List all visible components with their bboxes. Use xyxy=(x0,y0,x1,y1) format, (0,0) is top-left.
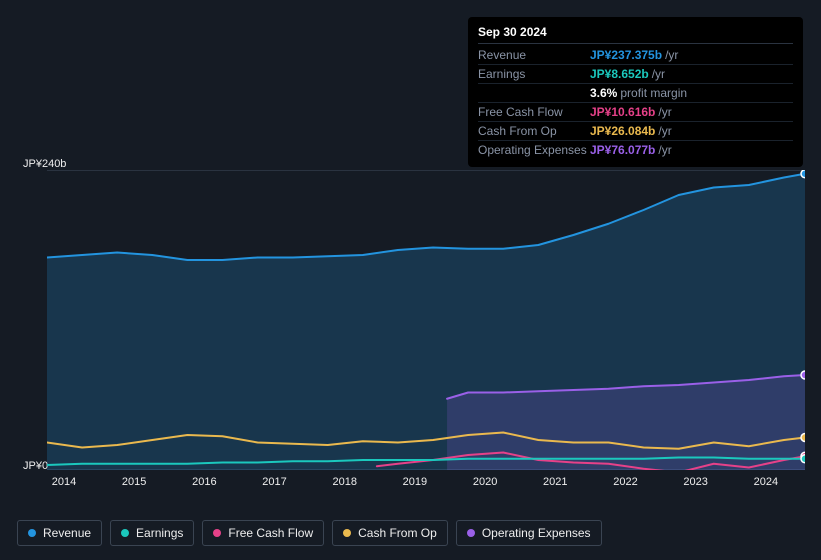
tooltip-row-label: Operating Expenses xyxy=(478,143,590,157)
x-axis-tick: 2021 xyxy=(520,476,590,488)
legend-item-cash-from-op[interactable]: Cash From Op xyxy=(332,520,448,546)
x-axis-tick: 2024 xyxy=(731,476,801,488)
tooltip-row: Free Cash FlowJP¥10.616b/yr xyxy=(478,103,793,122)
legend-item-revenue[interactable]: Revenue xyxy=(17,520,102,546)
tooltip-row-value: JP¥8.652b xyxy=(590,67,649,81)
tooltip-row-suffix: profit margin xyxy=(620,86,687,100)
x-axis-tick: 2017 xyxy=(239,476,309,488)
tooltip-row-value: JP¥237.375b xyxy=(590,48,662,62)
legend-swatch xyxy=(343,529,351,537)
tooltip-row: EarningsJP¥8.652b/yr xyxy=(478,65,793,84)
x-axis-tick: 2016 xyxy=(169,476,239,488)
chart-legend: Revenue Earnings Free Cash Flow Cash From O… xyxy=(17,520,602,546)
tooltip-row-value: JP¥76.077b xyxy=(590,143,655,157)
tooltip-row-label: Free Cash Flow xyxy=(478,105,590,119)
legend-label: Earnings xyxy=(136,526,183,540)
x-axis-tick: 2023 xyxy=(661,476,731,488)
legend-item-free-cash-flow[interactable]: Free Cash Flow xyxy=(202,520,324,546)
tooltip-row: 3.6%profit margin xyxy=(478,84,793,103)
tooltip-row: Cash From OpJP¥26.084b/yr xyxy=(478,122,793,141)
tooltip-row-suffix: /yr xyxy=(665,48,678,62)
legend-label: Free Cash Flow xyxy=(228,526,313,540)
x-axis-tick: 2018 xyxy=(310,476,380,488)
tooltip-row-value: JP¥26.084b xyxy=(590,124,655,138)
legend-item-earnings[interactable]: Earnings xyxy=(110,520,194,546)
x-axis-tick: 2019 xyxy=(380,476,450,488)
tooltip-row: RevenueJP¥237.375b/yr xyxy=(478,46,793,65)
x-axis-tick: 2015 xyxy=(99,476,169,488)
tooltip-row-label: Earnings xyxy=(478,67,590,81)
tooltip-row-suffix: /yr xyxy=(658,105,671,119)
y-axis-max-label: JP¥240b xyxy=(23,158,66,170)
legend-swatch xyxy=(28,529,36,537)
tooltip-row-suffix: /yr xyxy=(658,124,671,138)
legend-label: Revenue xyxy=(43,526,91,540)
legend-swatch xyxy=(121,529,129,537)
tooltip-row-suffix: /yr xyxy=(658,143,671,157)
legend-item-operating-expenses[interactable]: Operating Expenses xyxy=(456,520,602,546)
y-axis-zero-label: JP¥0 xyxy=(23,460,48,472)
x-axis-tick: 2022 xyxy=(590,476,660,488)
tooltip-row-label: Cash From Op xyxy=(478,124,590,138)
tooltip-row-value: JP¥10.616b xyxy=(590,105,655,119)
tooltip-row-value: 3.6% xyxy=(590,86,617,100)
x-axis-tick: 2020 xyxy=(450,476,520,488)
legend-label: Cash From Op xyxy=(358,526,437,540)
chart-plot xyxy=(47,170,805,470)
financials-chart[interactable]: JP¥240b JP¥0 201420152016201720182019202… xyxy=(17,158,807,500)
legend-label: Operating Expenses xyxy=(482,526,591,540)
x-axis-tick: 2014 xyxy=(29,476,99,488)
tooltip-row: Operating ExpensesJP¥76.077b/yr xyxy=(478,141,793,159)
tooltip-date: Sep 30 2024 xyxy=(478,25,793,44)
legend-swatch xyxy=(213,529,221,537)
legend-swatch xyxy=(467,529,475,537)
tooltip-row-suffix: /yr xyxy=(652,67,665,81)
chart-tooltip: Sep 30 2024 RevenueJP¥237.375b/yrEarning… xyxy=(468,17,803,167)
tooltip-row-label: Revenue xyxy=(478,48,590,62)
